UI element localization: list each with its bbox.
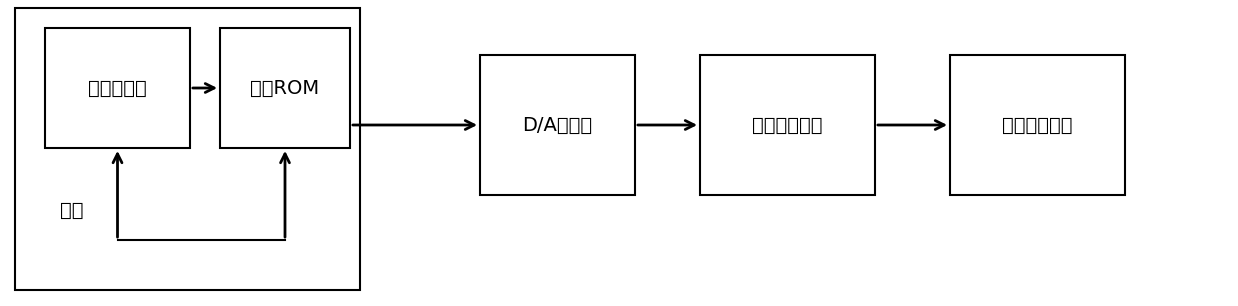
- Text: 波形ROM: 波形ROM: [250, 79, 319, 98]
- Bar: [950, 55, 1125, 195]
- Text: 时钟: 时钟: [59, 200, 83, 219]
- Bar: [15, 8, 360, 290]
- Bar: [45, 28, 189, 148]
- Text: 阻抗匹配电路: 阻抗匹配电路: [1003, 115, 1073, 135]
- Text: D/A转换器: D/A转换器: [522, 115, 593, 135]
- Text: 低通滤波电路: 低通滤波电路: [753, 115, 823, 135]
- Bar: [480, 55, 635, 195]
- Text: 相位累加器: 相位累加器: [88, 79, 147, 98]
- Bar: [220, 28, 350, 148]
- Bar: [699, 55, 875, 195]
